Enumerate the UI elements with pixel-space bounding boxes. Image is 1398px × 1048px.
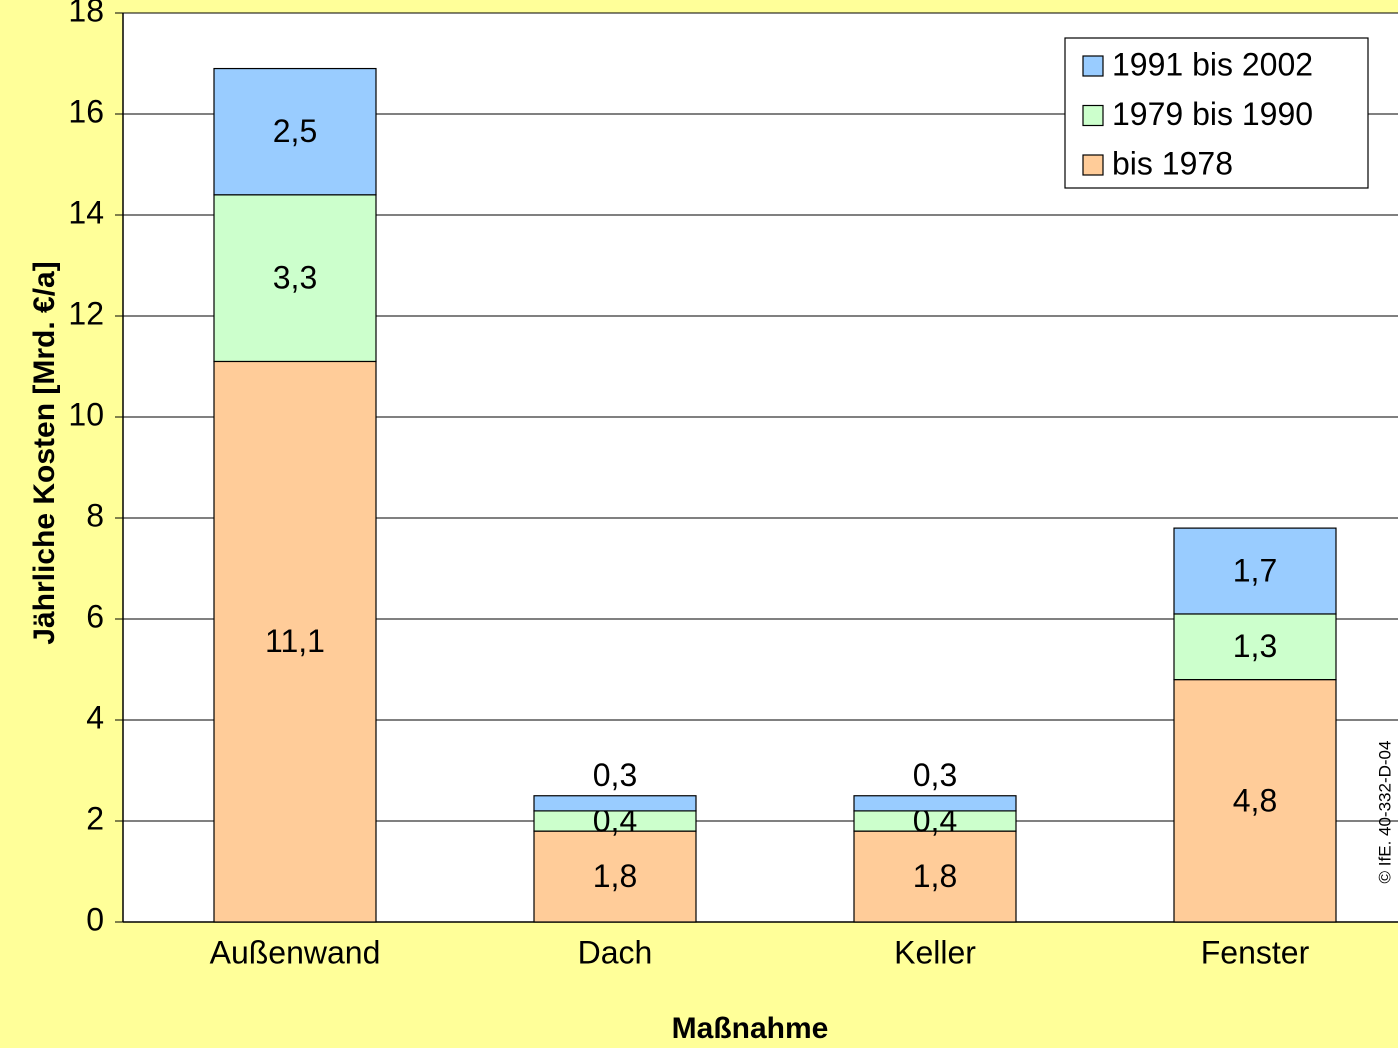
bar-segment — [213, 67, 377, 196]
bar-segment — [533, 795, 697, 812]
bar-segment — [213, 194, 377, 363]
data-label: 1,3 — [1233, 628, 1277, 664]
y-axis-title: Jährliche Kosten [Mrd. €/a] — [28, 261, 61, 644]
y-tick-label: 6 — [86, 598, 104, 634]
data-label: 4,8 — [1233, 782, 1277, 818]
copyright: © IfE. 40-332-D-04 — [1375, 741, 1394, 884]
y-tick-label: 8 — [86, 497, 104, 533]
legend-label: 1991 bis 2002 — [1112, 46, 1313, 82]
x-axis-title: Maßnahme — [672, 1012, 829, 1045]
data-label: 2,5 — [273, 113, 317, 149]
y-tick-label: 4 — [86, 699, 104, 735]
bar-segment — [1173, 613, 1337, 681]
data-label: 1,8 — [913, 858, 957, 894]
y-tick-label: 10 — [68, 396, 104, 432]
legend-swatch — [1082, 104, 1104, 127]
y-tick-label: 2 — [86, 800, 104, 836]
bar-segment — [853, 830, 1017, 923]
y-tick-label: 14 — [68, 194, 104, 230]
data-label: 3,3 — [273, 260, 317, 296]
data-label: 0,3 — [913, 757, 957, 793]
legend-box — [1064, 37, 1369, 189]
y-tick-label: 12 — [68, 295, 104, 331]
y-tick-label: 16 — [68, 93, 104, 129]
legend-swatch — [1082, 55, 1104, 77]
legend-label: bis 1978 — [1112, 145, 1233, 181]
y-tick-label: 18 — [68, 0, 104, 28]
x-tick-label: Dach — [578, 934, 653, 970]
x-tick-label: Keller — [894, 934, 976, 970]
bar-segment — [533, 830, 697, 923]
y-tick-label: 0 — [86, 901, 104, 937]
legend-swatch — [1082, 154, 1104, 176]
data-label: 11,1 — [265, 623, 325, 659]
x-tick-label: Fenster — [1201, 934, 1310, 970]
data-label: 0,3 — [593, 757, 637, 793]
data-label: 1,8 — [593, 858, 637, 894]
bar-segment — [1173, 678, 1337, 923]
x-tick-label: Außenwand — [210, 934, 381, 970]
bar-segment — [853, 795, 1017, 812]
bar-segment — [1173, 527, 1337, 615]
data-label: 1,7 — [1233, 552, 1277, 588]
legend-label: 1979 bis 1990 — [1112, 96, 1313, 132]
